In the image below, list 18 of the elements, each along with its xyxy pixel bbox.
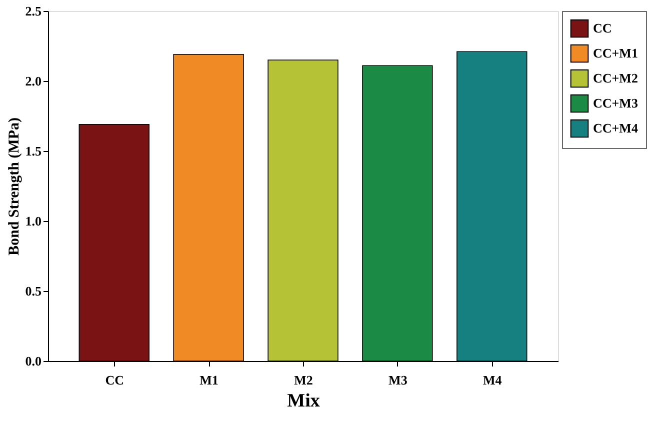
legend-label: CC bbox=[593, 20, 612, 36]
x-axis-title: Mix bbox=[287, 390, 320, 412]
x-tick-label: M2 bbox=[294, 372, 313, 388]
legend-label: CC+M3 bbox=[593, 96, 638, 110]
x-tick-label: M3 bbox=[388, 372, 408, 388]
y-tick-label: 2.0 bbox=[25, 74, 42, 88]
x-tick-label: M1 bbox=[200, 372, 218, 388]
y-tick-label: 2.5 bbox=[25, 4, 42, 18]
x-tick-label: CC bbox=[105, 372, 124, 388]
y-tick-label: 1.0 bbox=[25, 214, 42, 228]
legend-label: CC+M2 bbox=[593, 70, 638, 86]
x-tick-label: M4 bbox=[483, 372, 502, 388]
y-tick-label: 0.5 bbox=[25, 284, 42, 298]
legend-label: CC+M1 bbox=[593, 46, 638, 60]
y-tick-label: 1.5 bbox=[25, 144, 42, 158]
legend-label: CC+M4 bbox=[593, 120, 638, 136]
y-tick-label: 0.0 bbox=[25, 354, 42, 368]
y-axis-title: Bond Strength (MPa) bbox=[6, 117, 22, 256]
